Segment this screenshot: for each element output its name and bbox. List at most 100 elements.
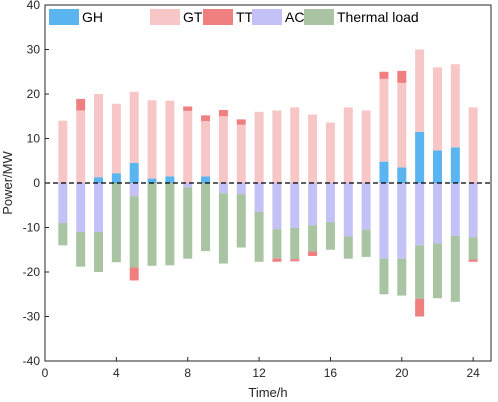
bar-gt-t9 xyxy=(201,121,211,177)
bar-ac-t3 xyxy=(94,183,104,232)
bar-thermal-load-t12 xyxy=(254,211,264,262)
y-tick-label: -40 xyxy=(23,354,41,368)
bar-gt-t11 xyxy=(236,124,246,183)
bar-tt-neg-t15 xyxy=(308,251,318,256)
bar-gt-t12 xyxy=(254,111,264,183)
bar-gh-t22 xyxy=(432,150,442,183)
bar-thermal-load-t7 xyxy=(165,183,175,266)
bar-tt-t9 xyxy=(201,115,211,122)
bar-gt-t3 xyxy=(94,94,104,178)
bar-gt-t21 xyxy=(415,49,425,132)
x-tick-label: 0 xyxy=(42,366,49,380)
bar-ac-t23 xyxy=(450,183,460,236)
y-axis-title: Power/MW xyxy=(0,150,15,214)
bar-ac-t17 xyxy=(343,183,353,237)
bar-gt-t6 xyxy=(147,100,157,179)
x-axis-ticks: 0 4 8 12 16 20 24 xyxy=(42,357,480,380)
bar-tt-neg-t14 xyxy=(290,259,300,262)
bar-ac-t11 xyxy=(236,183,246,195)
y-tick-label: 30 xyxy=(27,43,41,57)
x-tick-label: 16 xyxy=(324,366,338,380)
bar-gt-t24 xyxy=(468,107,478,183)
bar-thermal-load-t1 xyxy=(58,223,68,246)
bar-gh-t5 xyxy=(129,162,139,183)
bar-ac-t21 xyxy=(415,183,425,246)
bar-gh-t6 xyxy=(147,178,157,183)
bar-ac-t18 xyxy=(361,183,371,230)
bar-gt-t4 xyxy=(111,103,121,174)
bar-ac-t24 xyxy=(468,183,478,238)
bar-gh-t23 xyxy=(450,147,460,183)
bar-ac-t19 xyxy=(379,183,389,259)
bar-ac-t16 xyxy=(325,183,335,223)
x-tick-label: 20 xyxy=(395,366,409,380)
bar-thermal-load-t3 xyxy=(94,231,104,272)
bar-thermal-load-t21 xyxy=(415,245,425,299)
x-tick-label: 24 xyxy=(466,366,480,380)
y-axis-ticks: -40 -30 -20 -10 0 10 20 30 40 xyxy=(23,0,49,368)
legend: GH GT TT AC Thermal load xyxy=(49,9,419,25)
bar-gh-t7 xyxy=(165,176,175,183)
bar-ac-t5 xyxy=(129,183,139,197)
legend-label: TT xyxy=(236,9,254,25)
bar-thermal-load-t19 xyxy=(379,258,389,295)
y-tick-label: 20 xyxy=(27,87,41,101)
bar-gt-t10 xyxy=(218,116,228,183)
bar-tt-t2 xyxy=(76,98,86,111)
y-tick-label: 40 xyxy=(27,0,41,12)
legend-label: AC xyxy=(285,9,304,25)
y-tick-label: -20 xyxy=(23,265,41,279)
bar-gt-t16 xyxy=(325,122,335,183)
bar-tt-t20 xyxy=(397,70,407,83)
bar-thermal-load-t2 xyxy=(76,231,86,267)
y-tick-label: -10 xyxy=(23,221,41,235)
bar-tt-t11 xyxy=(236,119,246,125)
bar-ac-t22 xyxy=(432,183,442,244)
bar-tt-neg-t5 xyxy=(129,267,139,281)
bar-gt-t1 xyxy=(58,120,68,183)
bar-gt-t15 xyxy=(308,114,318,183)
bar-ac-t15 xyxy=(308,183,318,226)
bar-tt-neg-t24 xyxy=(468,259,478,262)
bar-thermal-load-t14 xyxy=(290,227,300,260)
bar-ac-t13 xyxy=(272,183,282,230)
bar-gt-t13 xyxy=(272,110,282,183)
x-tick-label: 12 xyxy=(252,366,266,380)
bar-gh-t19 xyxy=(379,161,389,183)
y-tick-label: 0 xyxy=(33,176,40,190)
bar-gt-t8 xyxy=(183,110,193,183)
bar-thermal-load-t18 xyxy=(361,229,371,257)
bar-gh-t21 xyxy=(415,131,425,183)
bar-thermal-load-t6 xyxy=(147,183,157,266)
legend-swatch-gh xyxy=(49,9,79,25)
bar-gt-t5 xyxy=(129,91,139,163)
bar-ac-t12 xyxy=(254,183,264,212)
bar-thermal-load-t11 xyxy=(236,194,246,248)
bar-thermal-load-t20 xyxy=(397,258,407,296)
bar-gt-t18 xyxy=(361,110,371,183)
legend-swatch-tt xyxy=(203,9,233,25)
bar-gt-t23 xyxy=(450,64,460,148)
bar-gt-t22 xyxy=(432,67,442,151)
bar-layer xyxy=(58,49,478,317)
bar-tt-t19 xyxy=(379,71,389,79)
bar-thermal-load-t9 xyxy=(201,183,211,252)
bar-gt-t19 xyxy=(379,78,389,162)
bar-gh-t3 xyxy=(94,177,104,183)
bar-tt-t10 xyxy=(218,110,228,117)
bar-gt-t7 xyxy=(165,100,175,177)
bar-thermal-load-t8 xyxy=(183,187,193,259)
bar-thermal-load-t17 xyxy=(343,236,353,259)
x-axis-title: Time/h xyxy=(248,385,287,400)
bar-thermal-load-t5 xyxy=(129,196,139,268)
bar-thermal-load-t4 xyxy=(111,183,121,263)
legend-swatch-thermal-load xyxy=(304,9,334,25)
bar-gt-t17 xyxy=(343,107,353,183)
x-tick-label: 4 xyxy=(113,366,120,380)
bar-ac-t2 xyxy=(76,183,86,232)
bar-thermal-load-t22 xyxy=(432,243,442,299)
legend-label: Thermal load xyxy=(337,9,419,25)
bar-thermal-load-t10 xyxy=(218,193,228,264)
legend-label: GT xyxy=(183,9,203,25)
